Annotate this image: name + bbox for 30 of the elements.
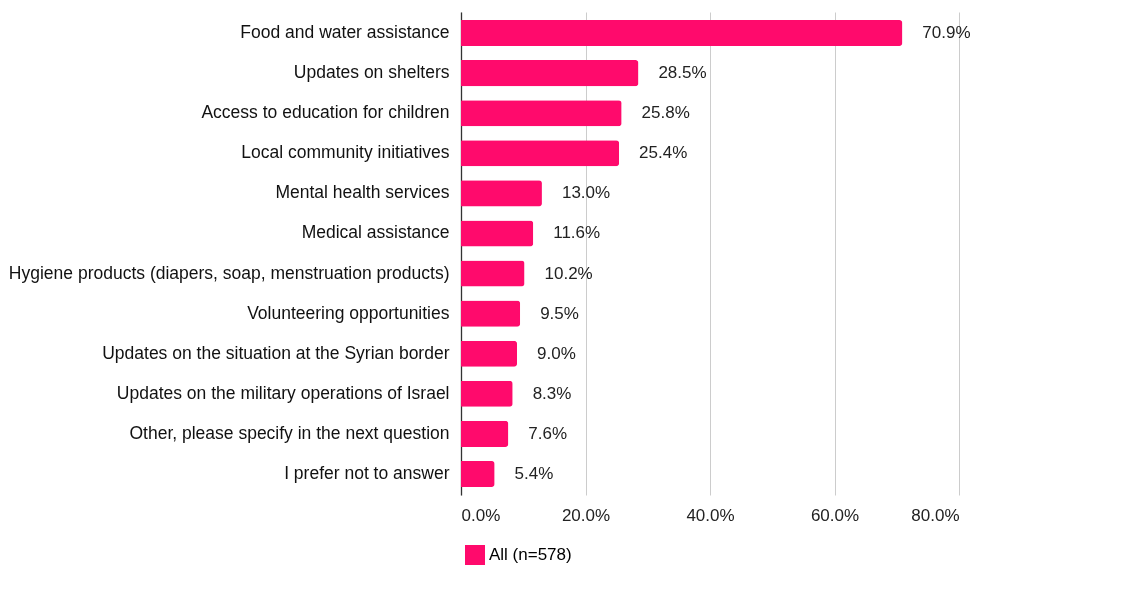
- x-tick-label: 80.0%: [911, 505, 960, 525]
- data-label: 9.0%: [537, 343, 576, 363]
- x-tick-label: 0.0%: [461, 505, 501, 525]
- data-label: 5.4%: [514, 463, 554, 483]
- y-tick-label: Updates on shelters: [293, 62, 450, 83]
- legend-label: All (n=578): [489, 545, 572, 564]
- y-tick-label: I prefer not to answer: [284, 462, 450, 483]
- data-label: 10.2%: [544, 263, 593, 283]
- x-tick-label: 60.0%: [810, 505, 860, 525]
- data-label: 25.4%: [639, 143, 688, 163]
- y-tick-label: Updates on the military operations of Israel: [116, 382, 450, 403]
- y-tick-label: Mental health services: [275, 182, 450, 203]
- data-label: 7.6%: [528, 423, 568, 443]
- y-tick-label: Updates on the situation at the Syrian border: [102, 342, 450, 363]
- y-tick-label: Local community initiatives: [241, 142, 450, 163]
- data-label: 9.5%: [540, 303, 579, 323]
- data-label: 25.8%: [641, 103, 690, 123]
- x-tick-label: 40.0%: [686, 505, 735, 525]
- data-label: 13.0%: [561, 183, 611, 203]
- y-tick-label: Volunteering opportunities: [247, 302, 450, 323]
- y-tick-label: Medical assistance: [301, 222, 450, 243]
- y-tick-label: Access to education for children: [201, 102, 450, 123]
- y-tick-label: Hygiene products (diapers, soap, menstruation products): [8, 262, 450, 283]
- data-label: 8.3%: [532, 383, 572, 403]
- y-tick-label: Food and water assistance: [240, 22, 450, 43]
- data-label: 28.5%: [658, 63, 707, 83]
- data-label: 11.6%: [553, 223, 601, 243]
- data-label: 70.9%: [922, 23, 971, 43]
- x-tick-label: 20.0%: [561, 505, 611, 525]
- y-tick-label: Other, please specify in the next question: [129, 422, 450, 443]
